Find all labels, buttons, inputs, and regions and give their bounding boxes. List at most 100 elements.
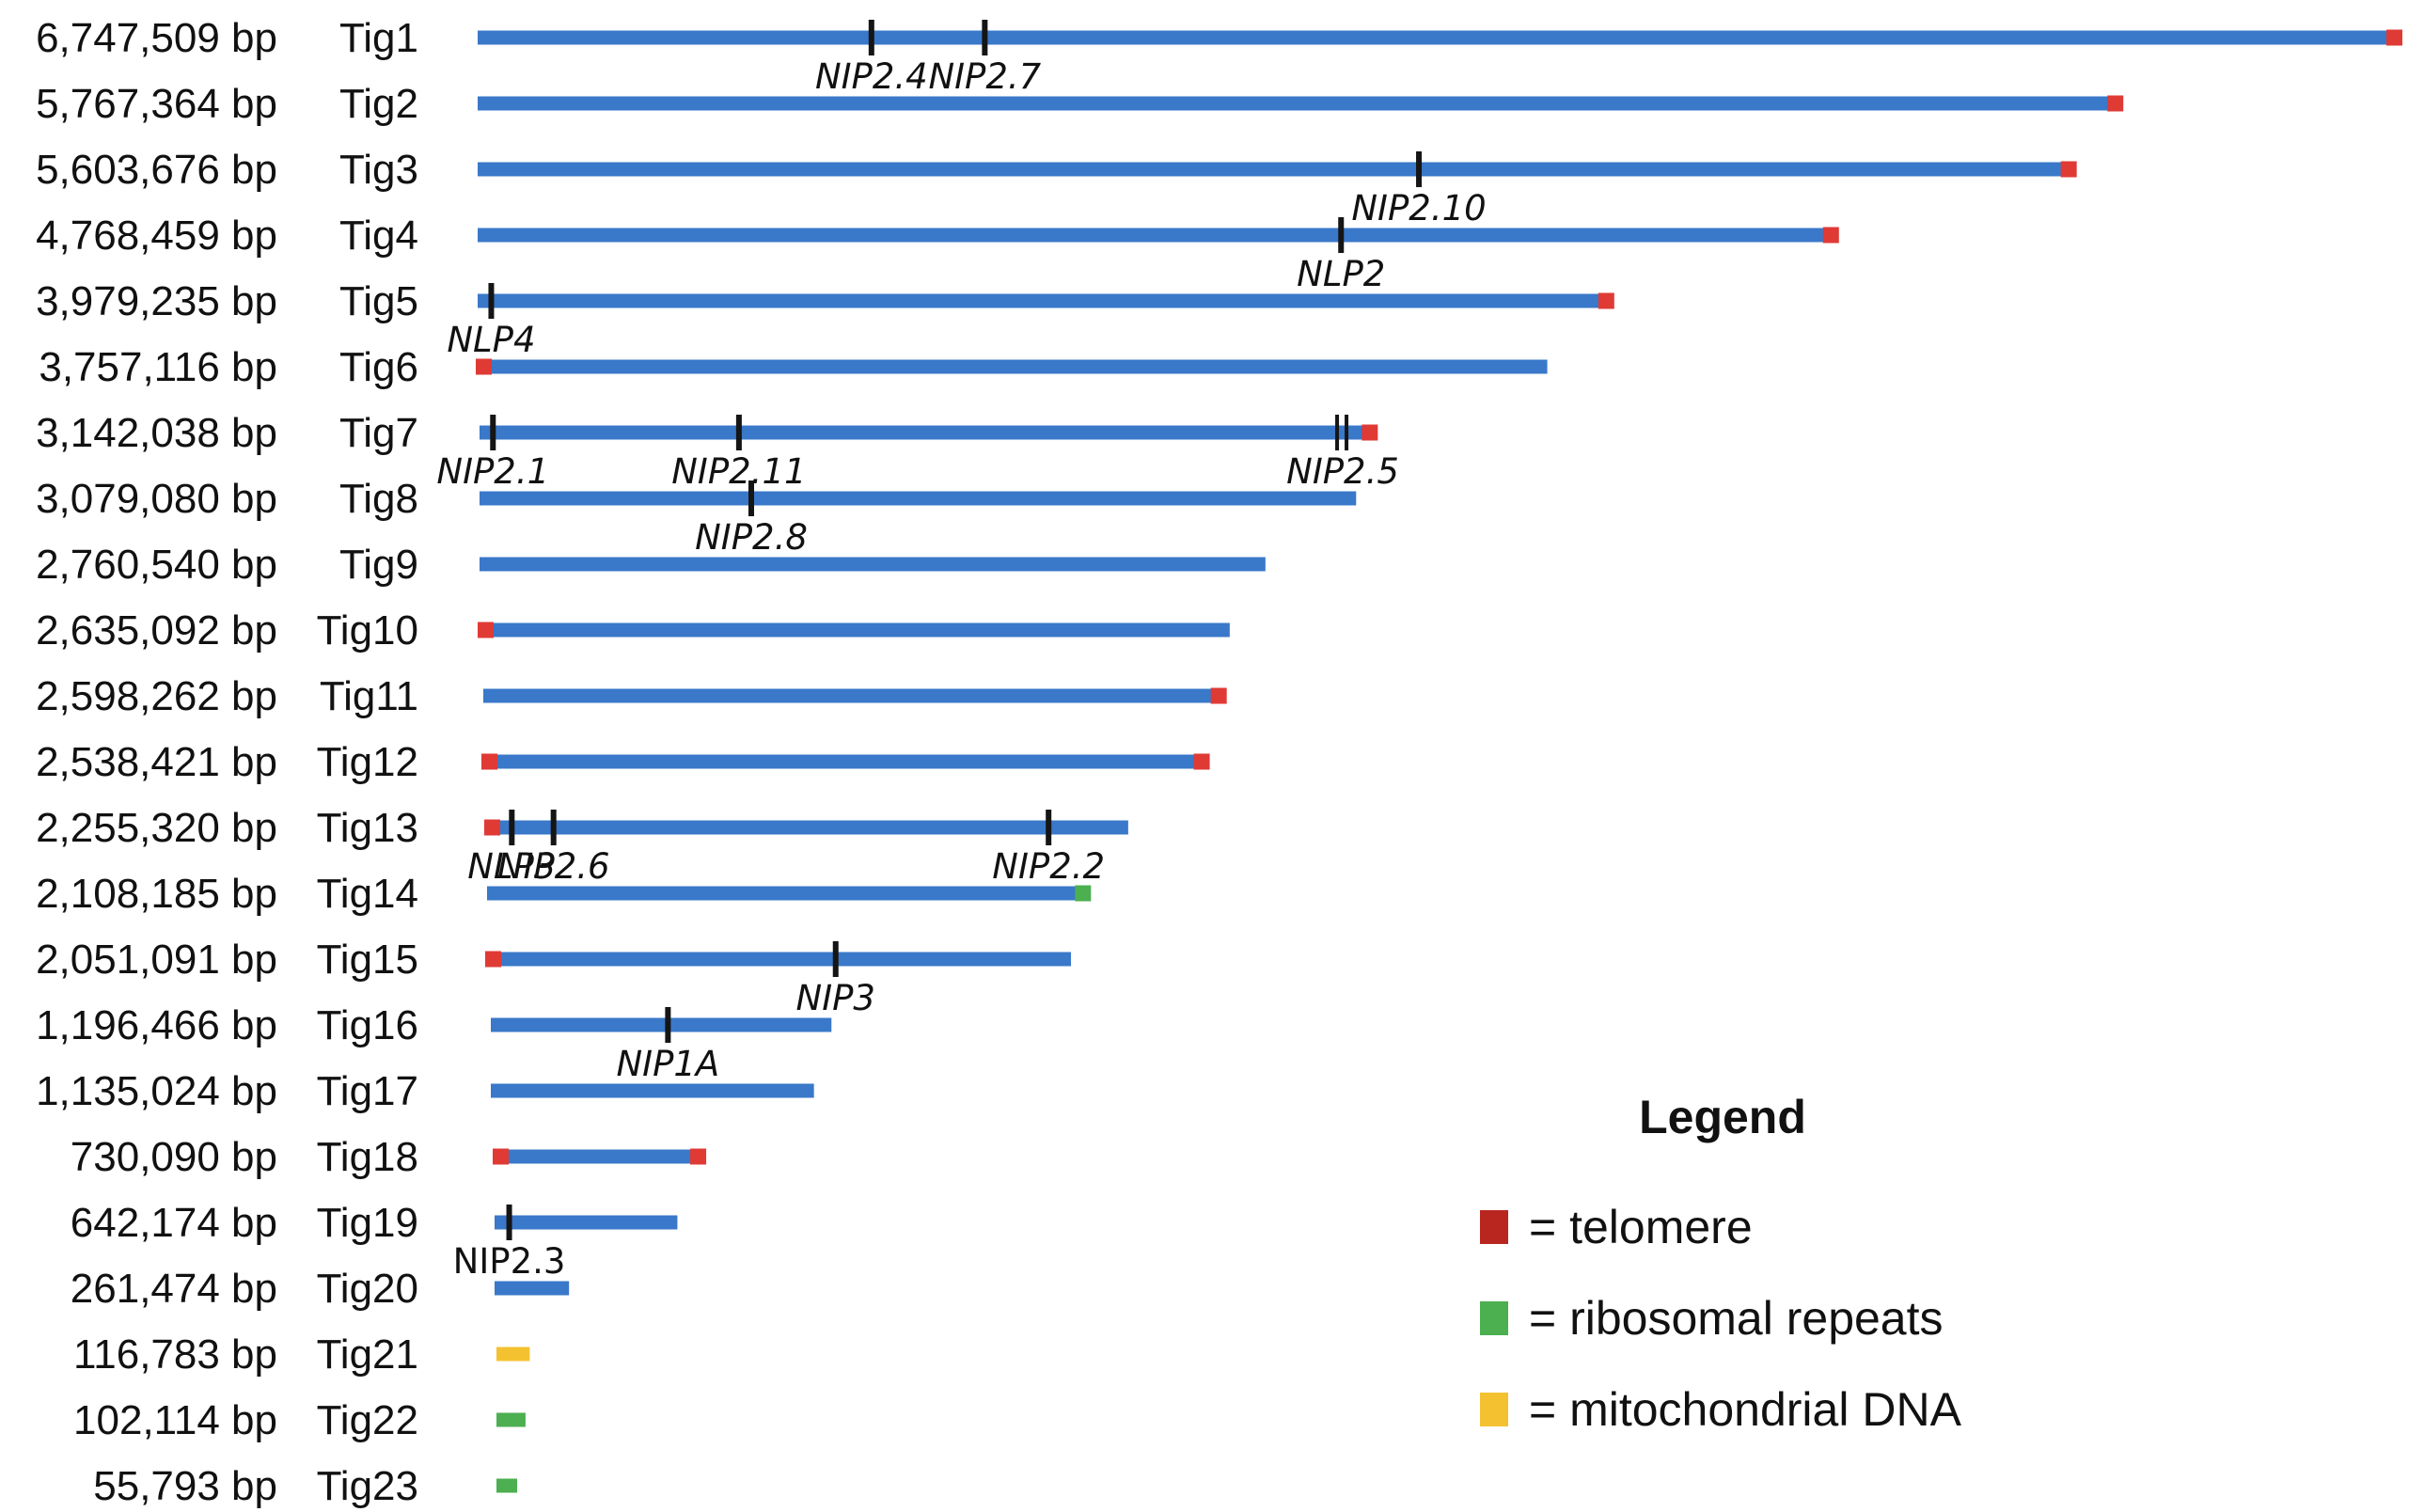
- contig-size-label: 55,793 bp: [93, 1463, 277, 1509]
- telomere-start-marker: [493, 1148, 509, 1165]
- contig-bar: [478, 293, 1611, 308]
- telomere-end-marker: [2060, 161, 2077, 178]
- contig-row-tig22: 102,114 bp Tig22: [73, 1397, 526, 1443]
- contig-size-label: 4,768,459 bp: [36, 213, 277, 259]
- contig-row-tig20: 261,474 bp Tig20: [71, 1266, 570, 1312]
- gene-tick: [1335, 415, 1340, 450]
- legend-swatch: [1480, 1301, 1508, 1335]
- contig-bar: [496, 1412, 526, 1427]
- contig-bar: [486, 820, 1128, 835]
- contig-bar: [480, 622, 1230, 638]
- contig-name-label: Tig6: [339, 344, 418, 390]
- contig-name-label: Tig17: [317, 1068, 418, 1114]
- contig-row-tig12: 2,538,421 bp Tig12: [36, 739, 1210, 785]
- contig-name-label: Tig12: [317, 739, 418, 785]
- telomere-end-marker: [1362, 424, 1378, 441]
- contig-name-label: Tig13: [317, 805, 418, 851]
- contig-bar: [495, 1281, 570, 1296]
- telomere-end-marker: [2386, 29, 2402, 46]
- contig-row-tig18: 730,090 bp Tig18: [71, 1134, 707, 1180]
- gene-tick: [509, 810, 515, 845]
- gene-label: NIP2.2: [992, 846, 1105, 887]
- legend-items: = telomere = ribosomal repeats = mitochond…: [1480, 1201, 1962, 1436]
- gene-label: NIP2.6: [497, 846, 610, 887]
- gene-label: NIP2.4: [815, 56, 928, 97]
- contig-name-label: Tig9: [339, 542, 418, 588]
- telomere-start-marker: [485, 951, 501, 968]
- gene-label: NIP2.7: [928, 56, 1041, 97]
- gene-tick: [490, 415, 496, 450]
- gene-tick: [488, 283, 495, 319]
- legend-label: = ribosomal repeats: [1529, 1292, 1944, 1345]
- gene-label: NIP2.1: [436, 451, 549, 492]
- contig-bar: [496, 1478, 517, 1493]
- contig-bar: [491, 1083, 814, 1098]
- contig-size-label: 5,603,676 bp: [36, 147, 277, 193]
- gene-tick: [1046, 810, 1052, 845]
- contig-row-tig15: 2,051,091 bp Tig15 NIP3: [36, 937, 1072, 1018]
- gene-tick: [1338, 217, 1345, 253]
- contig-bar: [478, 228, 1835, 243]
- legend-item: = ribosomal repeats: [1480, 1292, 1944, 1345]
- contig-bar: [480, 491, 1357, 506]
- gene-label: NIP2.8: [695, 517, 808, 558]
- legend-swatch: [1480, 1210, 1508, 1244]
- ribosomal-repeat-marker: [1075, 885, 1092, 902]
- contig-row-tig14: 2,108,185 bp Tig14: [36, 871, 1092, 917]
- gene-label: NIP2.3: [453, 1241, 566, 1282]
- telomere-start-marker: [476, 358, 492, 375]
- contig-name-label: Tig8: [339, 476, 418, 522]
- contig-row-tig8: 3,079,080 bp Tig8 NIP2.8: [36, 476, 1357, 558]
- contig-row-tig17: 1,135,024 bp Tig17: [36, 1068, 814, 1114]
- contig-row-tig2: 5,767,364 bp Tig2: [36, 81, 2124, 127]
- gene-label: NIP2.5: [1286, 451, 1399, 492]
- contig-size-label: 1,196,466 bp: [36, 1002, 277, 1048]
- gene-tick: [1345, 415, 1349, 450]
- contig-size-label: 2,598,262 bp: [36, 673, 277, 719]
- contig-bar: [495, 1215, 678, 1230]
- contig-size-label: 116,783 bp: [73, 1331, 277, 1378]
- gene-tick: [506, 1205, 512, 1240]
- gene-tick: [982, 20, 988, 55]
- contig-name-label: Tig5: [339, 278, 418, 324]
- telomere-end-marker: [2107, 95, 2124, 112]
- legend-item: = mitochondrial DNA: [1480, 1383, 1962, 1436]
- contig-bar: [480, 425, 1375, 440]
- gene-tick: [735, 415, 742, 450]
- gene-label: NIP3: [796, 978, 875, 1018]
- gene-tick: [665, 1007, 671, 1043]
- contig-size-label: 6,747,509 bp: [36, 15, 277, 61]
- gene-label: NLP4: [447, 320, 535, 360]
- contig-size-label: 2,635,092 bp: [36, 607, 277, 654]
- contig-bar: [478, 359, 1548, 374]
- contig-row-tig6: 3,757,116 bp Tig6: [39, 344, 1548, 390]
- contig-name-label: Tig3: [339, 147, 418, 193]
- contig-bar: [478, 162, 2073, 177]
- legend-title: Legend: [1639, 1091, 1806, 1143]
- contig-bar: [483, 688, 1223, 703]
- contig-bar: [483, 754, 1206, 769]
- telomere-end-marker: [1193, 753, 1210, 770]
- contig-row-tig19: 642,174 bp Tig19 NIP2.3: [71, 1200, 678, 1282]
- gene-tick: [748, 480, 755, 516]
- contig-size-label: 2,255,320 bp: [36, 805, 277, 851]
- contig-bar: [491, 1017, 832, 1032]
- contig-size-label: 102,114 bp: [73, 1397, 277, 1443]
- contig-name-label: Tig14: [317, 871, 418, 917]
- contig-name-label: Tig1: [339, 15, 418, 61]
- contig-size-label: 2,760,540 bp: [36, 542, 277, 588]
- contig-size-label: 2,108,185 bp: [36, 871, 277, 917]
- legend: Legend = telomere = ribosomal repeats = mi…: [1480, 1091, 1962, 1436]
- contig-row-tig21: 116,783 bp Tig21: [73, 1331, 530, 1378]
- telomere-end-marker: [1210, 687, 1227, 704]
- gene-tick: [868, 20, 874, 55]
- contig-bar: [496, 1347, 530, 1362]
- contig-bar: [480, 557, 1266, 572]
- contig-bar: [478, 30, 2399, 45]
- contig-size-label: 3,979,235 bp: [36, 278, 277, 324]
- gene-tick: [550, 810, 557, 845]
- contig-size-label: 3,142,038 bp: [36, 410, 277, 456]
- contig-row-tig7: 3,142,038 bp Tig7 NIP2.1 NIP2.11 NIP2.5: [36, 410, 1399, 492]
